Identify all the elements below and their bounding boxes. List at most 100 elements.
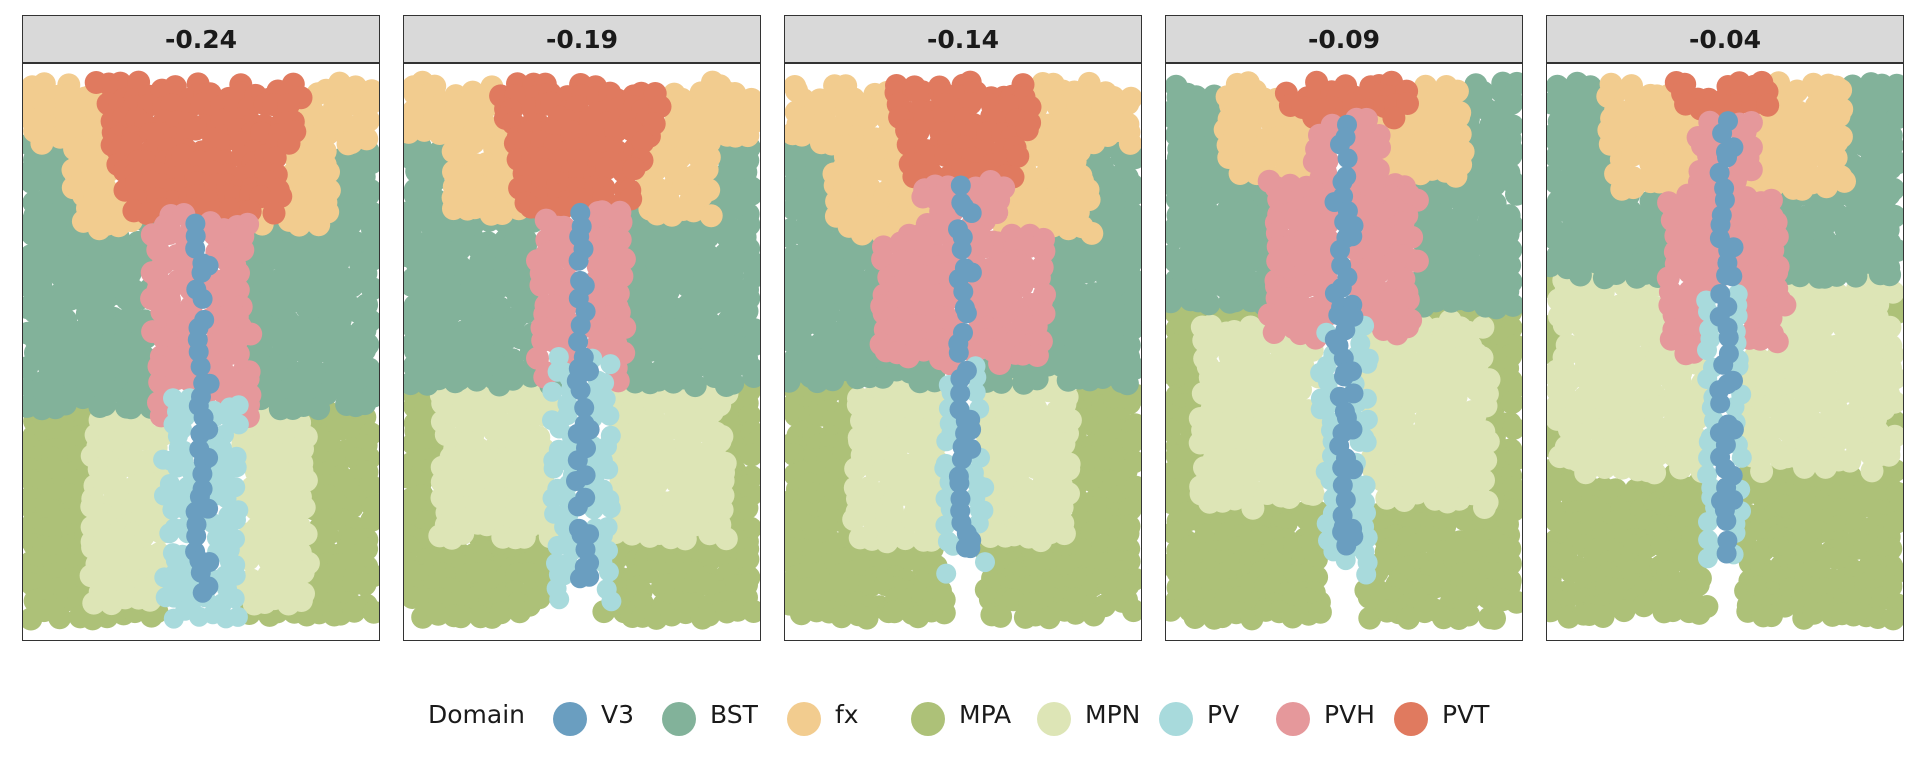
data-point-mpn [1476, 430, 1500, 454]
series-pvt [1274, 70, 1419, 130]
data-point-v3 [950, 175, 971, 196]
data-point-pvt [184, 117, 208, 141]
data-point-bst [1223, 289, 1247, 313]
data-point-mpa [342, 418, 365, 442]
series-pvh [869, 170, 1056, 376]
data-point-mpa [697, 603, 721, 627]
data-point-pv [1357, 353, 1378, 374]
data-point-bst [742, 365, 760, 388]
data-point-mpn [1433, 429, 1457, 453]
data-point-mpa [1118, 497, 1141, 521]
data-point-mpn [844, 457, 868, 481]
data-point-mpa [1197, 522, 1221, 546]
data-point-pv [162, 499, 183, 520]
data-point-mpa [1885, 481, 1903, 505]
data-point-fx [70, 136, 94, 160]
data-point-pvt [1015, 118, 1039, 142]
scatter-plot [1166, 70, 1522, 631]
data-point-pv [542, 488, 563, 509]
data-point-mpn [1052, 522, 1076, 546]
data-point-v3 [961, 203, 982, 223]
data-point-bst [53, 392, 77, 416]
data-point-v3 [568, 250, 589, 271]
facet-plot-area [1165, 63, 1523, 641]
data-point-mpa [1687, 601, 1711, 625]
series-pvt [884, 70, 1042, 189]
data-point-mpn [1277, 486, 1301, 509]
data-point-pv [224, 588, 245, 609]
data-point-mpn [714, 527, 738, 551]
data-point-mpa [1500, 391, 1522, 415]
data-point-mpa [1081, 573, 1105, 597]
scatter-plot [1547, 70, 1903, 631]
data-point-v3 [579, 566, 600, 587]
data-point-v3 [570, 315, 591, 336]
facet-plot-area [403, 63, 761, 641]
data-point-mpn [1405, 481, 1429, 505]
data-point-mpa [1483, 606, 1506, 630]
series-pv [934, 356, 995, 584]
data-point-v3 [1331, 277, 1352, 298]
data-point-fx [682, 199, 706, 223]
data-point-bst [487, 300, 511, 324]
data-point-v3 [1342, 419, 1363, 440]
data-point-mpa [1881, 607, 1903, 631]
data-point-mpn [673, 527, 697, 551]
data-point-v3 [198, 447, 219, 468]
data-point-v3 [1330, 239, 1350, 260]
data-point-bst [307, 397, 331, 421]
facet-strip: -0.19 [403, 15, 761, 63]
data-point-v3 [567, 496, 588, 517]
data-point-mpa [932, 601, 956, 625]
data-point-mpa [1122, 599, 1141, 623]
data-point-mpn [82, 591, 106, 615]
data-point-fx [1080, 221, 1104, 245]
scatter-plot [785, 70, 1141, 630]
data-point-bst [340, 274, 364, 298]
data-point-bst [1025, 367, 1049, 391]
data-point-pv [1316, 355, 1337, 376]
data-point-mpa [1183, 606, 1207, 629]
data-point-pv [1335, 550, 1356, 571]
data-point-mpn [1882, 390, 1903, 414]
data-point-v3 [1342, 226, 1363, 247]
data-point-fx [1228, 162, 1252, 185]
data-point-mpa [1064, 601, 1088, 625]
data-point-mpa [1591, 605, 1615, 628]
data-point-mpa [855, 606, 879, 630]
data-point-v3 [950, 383, 971, 404]
data-point-mpn [291, 560, 315, 584]
facet-label: -0.14 [926, 25, 1000, 54]
data-point-v3 [1336, 535, 1357, 556]
data-point-fx [1082, 131, 1106, 155]
data-point-pvt [631, 130, 655, 154]
data-point-pvh [1355, 107, 1378, 131]
facet-plot-area [1546, 63, 1904, 641]
data-point-pvt [622, 157, 646, 181]
data-point-mpn [620, 522, 644, 546]
data-point-mpn [451, 521, 475, 545]
data-point-mpn [1474, 448, 1498, 472]
data-point-bst [501, 367, 525, 391]
data-point-pv [543, 458, 564, 479]
data-point-pvh [1405, 249, 1429, 273]
facet-strip: -0.14 [784, 15, 1142, 63]
data-point-v3 [1328, 305, 1349, 326]
data-point-mpa [353, 572, 377, 596]
data-point-bst [1115, 372, 1139, 396]
data-point-mpa [1358, 606, 1382, 630]
data-point-mpn [1417, 391, 1441, 415]
facet-plot-area [22, 63, 380, 641]
facet-panel: -0.14 [784, 15, 1142, 641]
data-point-fx [742, 92, 760, 116]
data-point-pv [965, 382, 986, 403]
data-point-pvt [250, 121, 273, 145]
data-point-fx [316, 121, 340, 145]
data-point-mpn [1198, 379, 1222, 402]
data-point-v3 [949, 473, 970, 494]
data-point-pv [1356, 432, 1377, 453]
data-point-mpa [989, 604, 1013, 628]
data-point-bst [1050, 273, 1074, 297]
data-point-pvh [1025, 344, 1049, 367]
scatter-plot [404, 70, 760, 630]
